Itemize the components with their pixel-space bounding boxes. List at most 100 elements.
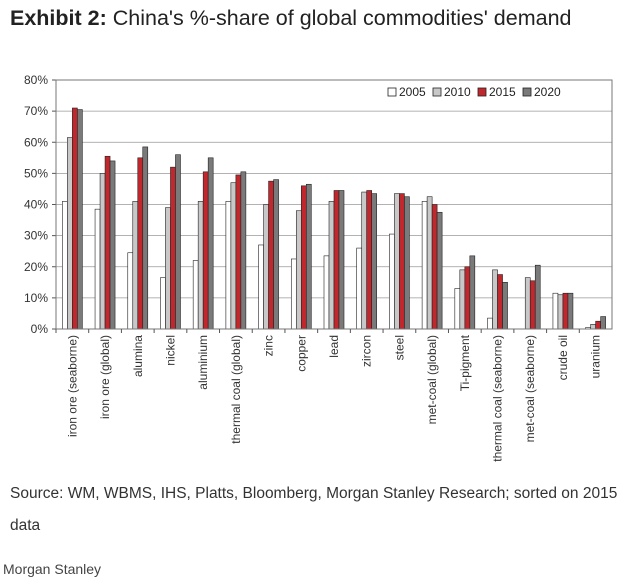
x-tick-label: nickel bbox=[163, 335, 177, 366]
x-tick-label: zinc bbox=[262, 335, 276, 356]
legend-label: 2005 bbox=[399, 85, 426, 99]
bar bbox=[497, 274, 503, 330]
bar bbox=[431, 204, 438, 330]
x-tick-label: copper bbox=[294, 335, 308, 372]
bar bbox=[175, 154, 181, 330]
x-tick-label: thermal coal (global) bbox=[229, 335, 243, 444]
bar bbox=[404, 196, 410, 330]
x-tick-label: zircon bbox=[360, 335, 374, 367]
bar bbox=[399, 193, 405, 330]
plot-frame bbox=[55, 79, 613, 330]
bar bbox=[600, 316, 606, 330]
x-tick-label: steel bbox=[392, 335, 406, 360]
bar bbox=[469, 255, 476, 330]
bar bbox=[590, 324, 596, 330]
bar bbox=[197, 201, 204, 330]
y-tick-label: 0% bbox=[31, 322, 49, 336]
bar bbox=[295, 210, 302, 330]
bar bbox=[323, 255, 330, 330]
bar bbox=[67, 137, 73, 330]
bar bbox=[99, 173, 106, 330]
legend-label: 2015 bbox=[489, 85, 516, 99]
legend-swatch bbox=[522, 87, 532, 97]
x-tick-label: thermal coal (seaborne) bbox=[491, 335, 505, 462]
bar bbox=[421, 201, 428, 330]
bar bbox=[305, 183, 312, 330]
bar bbox=[127, 252, 134, 330]
legend-swatch bbox=[387, 87, 397, 97]
bar bbox=[328, 201, 335, 330]
bar bbox=[333, 190, 340, 330]
x-tick-label: met-coal (seaborne) bbox=[523, 335, 537, 442]
bar bbox=[552, 292, 559, 330]
bar bbox=[240, 171, 247, 330]
x-tick-label: iron ore (global) bbox=[98, 335, 112, 419]
bar bbox=[356, 247, 363, 330]
bar bbox=[595, 320, 601, 330]
legend-swatch bbox=[432, 87, 442, 97]
bar bbox=[62, 201, 68, 330]
bar bbox=[300, 185, 307, 330]
bar bbox=[104, 155, 111, 330]
y-tick-label: 10% bbox=[24, 291, 48, 305]
bar bbox=[165, 207, 171, 330]
y-tick-label: 80% bbox=[24, 73, 48, 87]
bar bbox=[394, 193, 400, 330]
bar bbox=[534, 264, 541, 330]
bar bbox=[389, 233, 395, 330]
bar bbox=[142, 146, 149, 330]
bar bbox=[258, 244, 264, 330]
x-tick-label: alumina bbox=[131, 335, 145, 377]
legend-swatch bbox=[477, 87, 487, 97]
bar bbox=[160, 277, 166, 330]
bar bbox=[290, 258, 297, 330]
bar bbox=[207, 157, 214, 330]
bar bbox=[192, 260, 199, 330]
bar bbox=[225, 201, 232, 330]
bar bbox=[524, 277, 531, 330]
y-tick-label: 60% bbox=[24, 135, 48, 149]
bar bbox=[94, 208, 101, 330]
bar bbox=[273, 179, 279, 330]
bar bbox=[426, 196, 433, 330]
exhibit-label: Exhibit 2: bbox=[10, 6, 107, 30]
bar bbox=[338, 190, 345, 330]
bar-chart: 0% 10% 20% 30% 40% 50% 60% 70% 80% iron ore (seab… bbox=[24, 73, 613, 462]
bar bbox=[464, 266, 471, 330]
y-tick-label: 70% bbox=[24, 104, 48, 118]
x-tick-label: met-coal (global) bbox=[425, 335, 439, 424]
x-tick-label: uranium bbox=[589, 335, 603, 378]
y-tick-label: 40% bbox=[24, 198, 48, 212]
y-tick-label: 20% bbox=[24, 260, 48, 274]
bar bbox=[529, 280, 536, 330]
legend-label: 2010 bbox=[444, 85, 471, 99]
bar bbox=[487, 317, 493, 330]
x-tick-label: aluminium bbox=[196, 335, 210, 390]
source-note: Source: WM, WBMS, IHS, Platts, Bloomberg… bbox=[10, 485, 618, 534]
y-tick-label: 50% bbox=[24, 166, 48, 180]
bar bbox=[454, 288, 461, 330]
bar bbox=[77, 109, 83, 330]
x-tick-label: Ti-pigment bbox=[458, 334, 472, 391]
bar bbox=[235, 174, 242, 330]
x-tick-label: lead bbox=[327, 335, 341, 358]
bar bbox=[557, 294, 564, 330]
bar bbox=[230, 182, 237, 330]
legend-label: 2020 bbox=[534, 85, 561, 99]
bar bbox=[202, 171, 209, 330]
x-tick-label: iron ore (seaborne) bbox=[65, 335, 79, 437]
bar bbox=[492, 269, 498, 330]
title-text: China's %-share of global commodities' d… bbox=[112, 6, 572, 30]
x-tick-label: crude oil bbox=[556, 335, 570, 380]
bar bbox=[170, 166, 176, 330]
bar bbox=[366, 190, 373, 330]
y-tick-label: 30% bbox=[24, 229, 48, 243]
page-title: Exhibit 2: China's %-share of global com… bbox=[10, 4, 630, 33]
bar bbox=[567, 292, 574, 330]
bar bbox=[268, 180, 274, 330]
bar bbox=[109, 160, 116, 330]
bar bbox=[502, 282, 508, 330]
bar bbox=[371, 193, 378, 330]
bar bbox=[137, 157, 144, 330]
bar bbox=[459, 269, 466, 330]
